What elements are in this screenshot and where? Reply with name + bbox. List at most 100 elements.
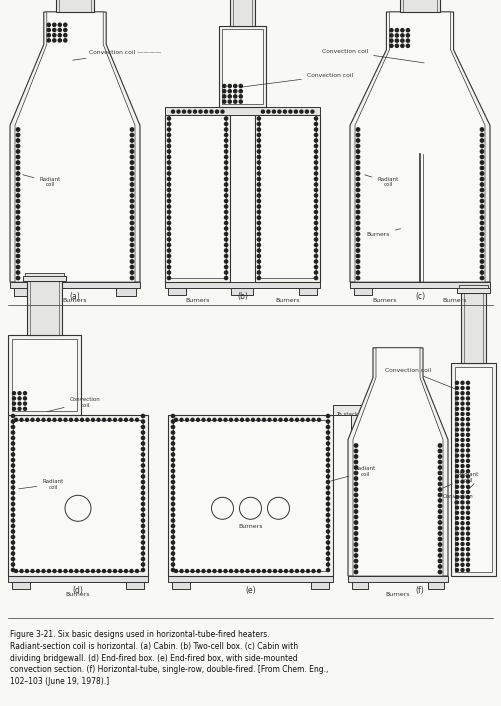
Circle shape	[130, 183, 134, 186]
Bar	[428, 582, 444, 589]
Circle shape	[252, 418, 255, 421]
Circle shape	[461, 568, 464, 571]
Circle shape	[466, 407, 469, 410]
Circle shape	[171, 491, 175, 495]
Circle shape	[301, 418, 304, 421]
Circle shape	[395, 44, 398, 47]
Circle shape	[258, 260, 261, 263]
Circle shape	[480, 260, 483, 263]
Circle shape	[455, 485, 458, 489]
Circle shape	[13, 392, 16, 395]
Circle shape	[354, 466, 358, 469]
Circle shape	[130, 216, 134, 219]
Circle shape	[466, 496, 469, 498]
Circle shape	[222, 85, 226, 88]
Circle shape	[258, 254, 261, 258]
Circle shape	[466, 480, 469, 483]
Bar	[311, 582, 329, 589]
Circle shape	[356, 210, 360, 214]
Circle shape	[97, 570, 100, 573]
Circle shape	[461, 537, 464, 540]
Circle shape	[356, 183, 360, 186]
Circle shape	[466, 511, 469, 514]
Circle shape	[480, 189, 483, 192]
Circle shape	[466, 568, 469, 571]
Circle shape	[233, 95, 237, 98]
Circle shape	[356, 128, 360, 131]
Circle shape	[141, 426, 145, 429]
Circle shape	[258, 216, 261, 219]
Circle shape	[171, 563, 175, 566]
Circle shape	[438, 493, 442, 497]
Circle shape	[224, 150, 227, 153]
Circle shape	[480, 227, 483, 230]
Circle shape	[438, 472, 442, 474]
Circle shape	[354, 515, 358, 519]
Circle shape	[356, 161, 360, 164]
Circle shape	[141, 436, 145, 440]
Circle shape	[130, 221, 134, 225]
Text: Radiant
coil: Radiant coil	[331, 467, 376, 481]
Circle shape	[141, 513, 145, 517]
Circle shape	[224, 254, 227, 258]
Circle shape	[312, 418, 315, 421]
Polygon shape	[15, 12, 135, 282]
Circle shape	[48, 570, 51, 573]
Circle shape	[141, 491, 145, 495]
Circle shape	[130, 205, 134, 208]
Text: Burners: Burners	[63, 299, 87, 304]
Bar	[8, 415, 148, 576]
Circle shape	[12, 486, 15, 489]
Bar	[350, 282, 490, 288]
Circle shape	[59, 570, 62, 573]
Circle shape	[356, 244, 360, 246]
Text: Burners: Burners	[238, 524, 263, 529]
Text: (e): (e)	[245, 587, 256, 595]
Circle shape	[17, 144, 20, 148]
Circle shape	[455, 548, 458, 551]
Circle shape	[466, 392, 469, 395]
Circle shape	[466, 386, 469, 390]
Circle shape	[167, 216, 171, 219]
Circle shape	[130, 155, 134, 159]
Circle shape	[224, 418, 227, 421]
Circle shape	[185, 418, 188, 421]
Circle shape	[315, 139, 318, 142]
Circle shape	[455, 522, 458, 525]
Circle shape	[258, 194, 261, 197]
Circle shape	[171, 475, 175, 478]
Circle shape	[466, 558, 469, 561]
Text: Figure 3-21. Six basic designs used in horizontal-tube-fired heaters.
Radiant-se: Figure 3-21. Six basic designs used in h…	[10, 630, 328, 686]
Bar	[461, 293, 486, 363]
Circle shape	[438, 444, 442, 447]
Circle shape	[167, 128, 171, 131]
Circle shape	[480, 194, 483, 197]
Circle shape	[438, 526, 442, 530]
Circle shape	[311, 110, 314, 113]
Circle shape	[480, 205, 483, 208]
Circle shape	[239, 90, 242, 92]
Circle shape	[130, 199, 134, 203]
Bar	[13, 420, 143, 571]
Bar	[10, 282, 140, 288]
Circle shape	[455, 386, 458, 390]
Circle shape	[171, 464, 175, 467]
Circle shape	[12, 442, 15, 445]
Circle shape	[17, 249, 20, 252]
Circle shape	[224, 216, 227, 219]
Circle shape	[12, 525, 15, 527]
Circle shape	[390, 39, 393, 42]
Bar	[299, 288, 317, 295]
Circle shape	[18, 392, 21, 395]
Circle shape	[20, 570, 23, 573]
Circle shape	[141, 546, 145, 549]
Circle shape	[480, 167, 483, 169]
Circle shape	[258, 183, 261, 186]
Circle shape	[274, 570, 277, 573]
Circle shape	[315, 183, 318, 186]
Polygon shape	[348, 348, 448, 576]
Circle shape	[480, 232, 483, 236]
Circle shape	[15, 418, 18, 421]
Bar	[27, 281, 62, 335]
Circle shape	[141, 480, 145, 484]
